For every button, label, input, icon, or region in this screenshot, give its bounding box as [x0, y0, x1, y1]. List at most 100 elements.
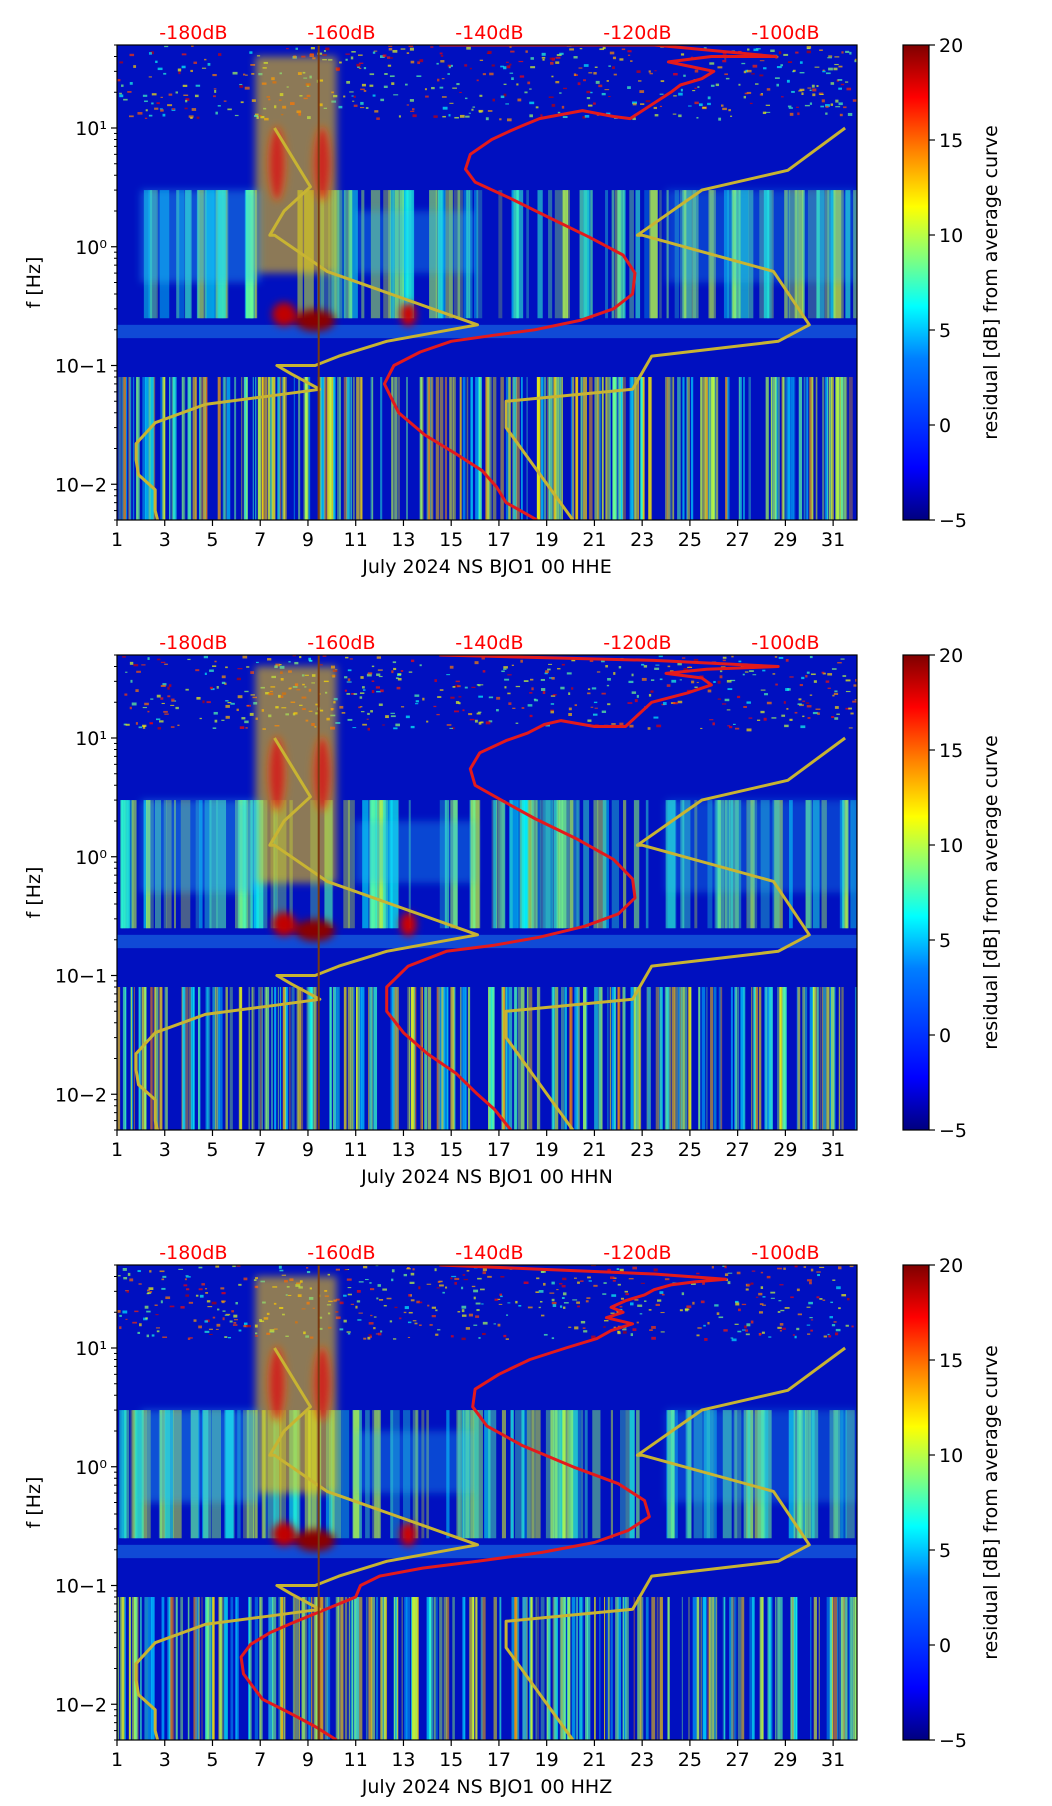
db-scale-label: -160dB — [307, 22, 375, 44]
spectrogram-texture — [117, 655, 857, 1130]
y-tick-label: 10−1 — [55, 966, 107, 988]
y-tick-label: 10¹ — [75, 1338, 107, 1360]
x-tick-label: 25 — [678, 1139, 702, 1161]
colorbar-tick-label: 20 — [939, 35, 963, 57]
colorbar-tick-label: −5 — [939, 510, 967, 532]
y-tick-label: 10−2 — [55, 1084, 107, 1106]
x-axis-label: July 2024 NS BJO1 00 HHZ — [361, 1776, 612, 1798]
colorbar-tick-label: 5 — [939, 930, 951, 952]
x-tick-label: 27 — [726, 1139, 750, 1161]
x-tick-label: 3 — [159, 1749, 171, 1771]
x-tick-label: 5 — [206, 529, 218, 551]
x-tick-label: 11 — [344, 1749, 368, 1771]
x-tick-label: 1 — [111, 1139, 123, 1161]
y-tick-label: 10−1 — [55, 1576, 107, 1598]
red-noise-curve-series — [385, 655, 780, 1130]
red-noise-curve-series — [239, 1265, 728, 1740]
db-scale-label: -160dB — [307, 632, 375, 654]
x-tick-label: 5 — [206, 1139, 218, 1161]
olive-model-curve-right-series — [504, 1346, 846, 1740]
db-scale-label: -160dB — [307, 1242, 375, 1264]
db-scale-label: -100dB — [751, 632, 819, 654]
db-scale-label: -180dB — [159, 632, 227, 654]
x-tick-label: 13 — [391, 529, 415, 551]
x-tick-label: 19 — [535, 1749, 559, 1771]
x-tick-label: 7 — [254, 529, 266, 551]
x-tick-label: 19 — [535, 1139, 559, 1161]
x-tick-label: 29 — [773, 529, 797, 551]
olive-model-curve-right-series — [504, 126, 846, 520]
x-tick-label: 9 — [302, 1749, 314, 1771]
db-scale-label: -140dB — [455, 22, 523, 44]
x-tick-label: 3 — [159, 529, 171, 551]
x-tick-label: 9 — [302, 529, 314, 551]
y-tick-label: 10−2 — [55, 474, 107, 496]
x-tick-label: 13 — [391, 1139, 415, 1161]
db-scale-label: -140dB — [455, 632, 523, 654]
y-axis-label: f [Hz] — [23, 867, 45, 919]
spectrogram-area — [117, 1265, 857, 1740]
db-scale-label: -180dB — [159, 22, 227, 44]
olive-model-curve-series — [134, 127, 479, 520]
x-tick-label: 17 — [487, 1139, 511, 1161]
spectrogram-panel-hhn: 1 3 5 7 9 11 13 15 17 19 21 23 25 27 29 3110−210−110⁰10… — [23, 632, 1002, 1188]
x-tick-label: 11 — [344, 1139, 368, 1161]
colorbar — [902, 1264, 930, 1741]
y-axis-label: f [Hz] — [23, 257, 45, 309]
colorbar-tick-label: 10 — [939, 225, 963, 247]
colorbar-tick-label: 20 — [939, 1255, 963, 1277]
colorbar-tick-label: 0 — [939, 1635, 951, 1657]
spectrogram-area — [117, 655, 857, 1130]
colorbar-tick-label: 15 — [939, 130, 963, 152]
colorbar-tick-label: 15 — [939, 1350, 963, 1372]
colorbar-label: residual [dB] from average curve — [980, 735, 1002, 1050]
colorbar-tick-label: 15 — [939, 740, 963, 762]
y-tick-label: 10¹ — [75, 118, 107, 140]
x-tick-label: 13 — [391, 1749, 415, 1771]
x-tick-label: 17 — [487, 1749, 511, 1771]
y-tick-label: 10⁰ — [75, 847, 107, 869]
x-tick-label: 31 — [821, 1139, 845, 1161]
olive-model-curve-series — [134, 1347, 479, 1740]
y-tick-label: 10⁰ — [75, 1457, 107, 1479]
colorbar-tick-label: 5 — [939, 1540, 951, 1562]
y-axis-label: f [Hz] — [23, 1477, 45, 1529]
x-axis-label: July 2024 NS BJO1 00 HHN — [360, 1166, 613, 1188]
x-tick-label: 7 — [254, 1749, 266, 1771]
x-axis-label: July 2024 NS BJO1 00 HHE — [361, 556, 611, 578]
colorbar-tick-label: 10 — [939, 1445, 963, 1467]
colorbar-tick-label: 10 — [939, 835, 963, 857]
colorbar-tick-label: 0 — [939, 1025, 951, 1047]
x-tick-label: 23 — [630, 1749, 654, 1771]
db-scale-label: -120dB — [603, 22, 671, 44]
colorbar-label: residual [dB] from average curve — [980, 1345, 1002, 1660]
x-tick-label: 29 — [773, 1139, 797, 1161]
colorbar-tick-label: 5 — [939, 320, 951, 342]
db-scale-label: -140dB — [455, 1242, 523, 1264]
x-tick-label: 25 — [678, 529, 702, 551]
db-scale-label: -100dB — [751, 1242, 819, 1264]
x-tick-label: 21 — [582, 529, 606, 551]
x-tick-label: 23 — [630, 1139, 654, 1161]
x-tick-label: 11 — [344, 529, 368, 551]
y-tick-label: 10−1 — [55, 356, 107, 378]
x-tick-label: 15 — [439, 1749, 463, 1771]
x-tick-label: 5 — [206, 1749, 218, 1771]
x-tick-label: 19 — [535, 529, 559, 551]
x-tick-label: 31 — [821, 529, 845, 551]
colorbar-label: residual [dB] from average curve — [980, 125, 1002, 440]
colorbar-tick-label: −5 — [939, 1120, 967, 1142]
db-scale-label: -120dB — [603, 1242, 671, 1264]
x-tick-label: 1 — [111, 529, 123, 551]
spectrogram-area — [117, 45, 857, 520]
x-tick-label: 29 — [773, 1749, 797, 1771]
x-tick-label: 31 — [821, 1749, 845, 1771]
db-scale-label: -180dB — [159, 1242, 227, 1264]
spectrogram-panel-hhz: 1 3 5 7 9 11 13 15 17 19 21 23 25 27 29 3110−210−110⁰10… — [23, 1242, 1002, 1798]
spectrogram-panel-hhe: 1 3 5 7 9 11 13 15 17 19 21 23 25 27 29 3110−210−110⁰10… — [23, 22, 1002, 578]
x-tick-label: 9 — [302, 1139, 314, 1161]
x-tick-label: 21 — [582, 1749, 606, 1771]
x-tick-label: 23 — [630, 529, 654, 551]
x-tick-label: 25 — [678, 1749, 702, 1771]
